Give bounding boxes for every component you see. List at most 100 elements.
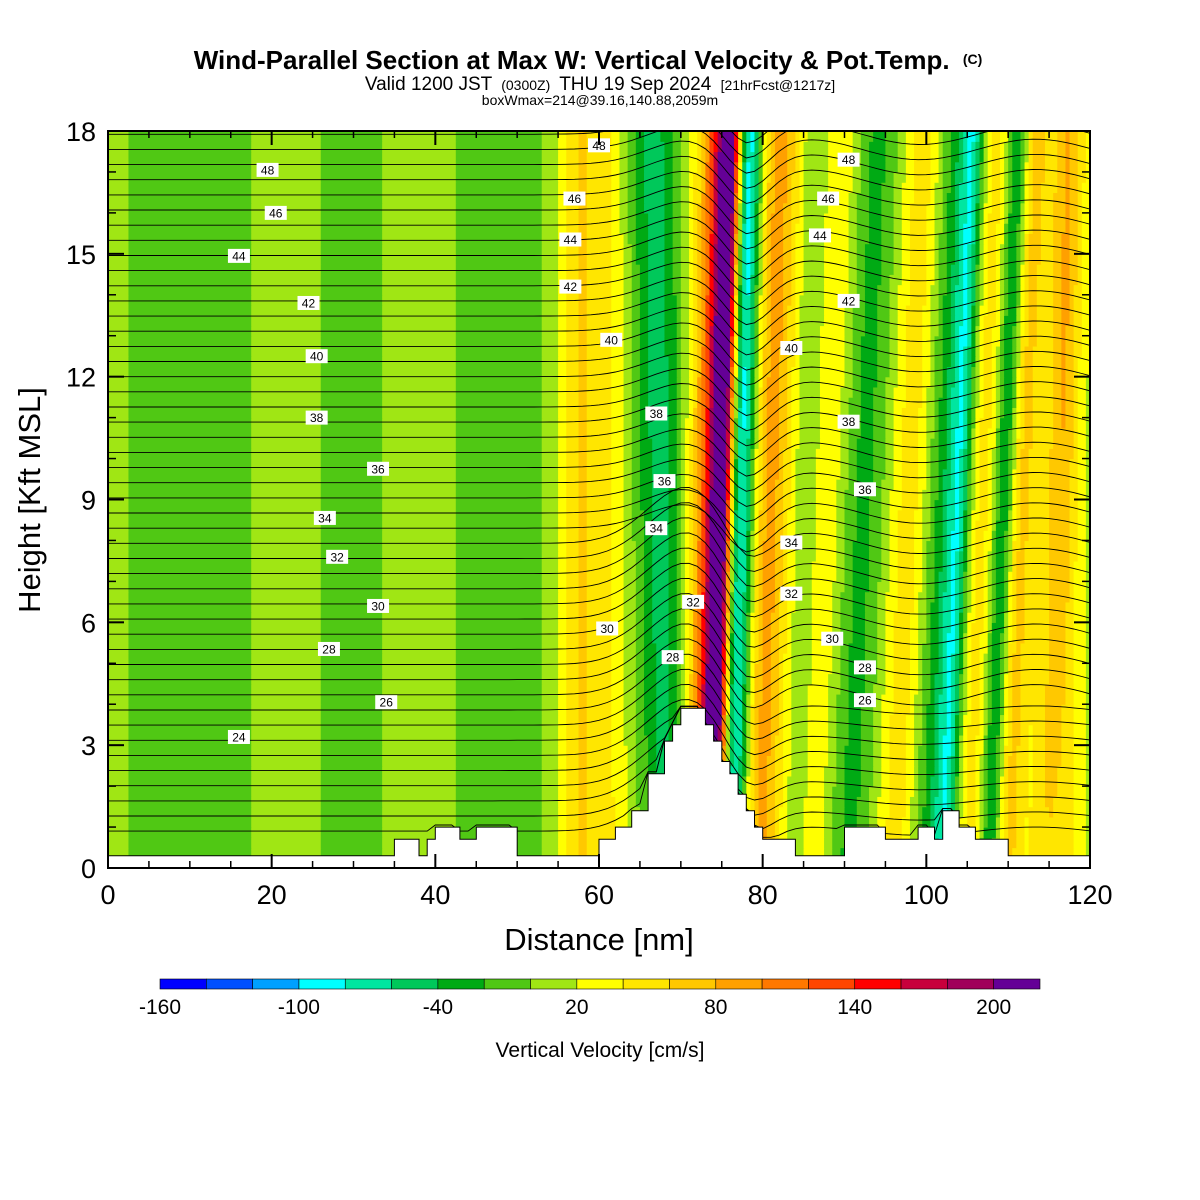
w-cell	[799, 212, 805, 224]
w-cell	[914, 560, 923, 572]
w-cell	[320, 386, 383, 398]
w-cell	[852, 376, 862, 388]
w-cell	[954, 325, 960, 337]
w-cell	[709, 202, 715, 214]
w-cell	[963, 734, 968, 746]
w-cell	[873, 448, 887, 460]
w-cell	[995, 745, 1001, 757]
w-cell	[251, 540, 322, 552]
w-cell	[729, 499, 735, 511]
w-cell	[926, 223, 936, 234]
w-cell	[1081, 233, 1090, 245]
w-cell	[950, 775, 956, 787]
w-cell	[750, 663, 756, 675]
w-cell	[959, 581, 964, 593]
w-cell	[742, 294, 751, 306]
w-cell	[578, 847, 588, 859]
w-cell	[795, 601, 813, 613]
w-cell	[930, 693, 936, 705]
w-cell	[128, 315, 252, 327]
w-cell	[999, 315, 1005, 327]
w-cell	[967, 530, 972, 542]
w-cell	[983, 243, 989, 255]
w-cell	[844, 315, 854, 327]
w-cell	[701, 683, 706, 695]
w-cell	[963, 407, 968, 419]
w-cell	[938, 274, 948, 286]
w-cell	[128, 223, 252, 234]
w-cell	[963, 663, 968, 675]
w-cell	[987, 560, 993, 572]
w-cell	[799, 438, 821, 449]
w-cell	[382, 519, 457, 531]
w-cell	[746, 775, 751, 787]
w-cell	[705, 356, 711, 368]
w-cell	[959, 335, 968, 347]
w-cell	[1020, 693, 1046, 705]
w-cell	[787, 612, 792, 623]
w-cell	[987, 693, 993, 705]
w-cell	[1016, 530, 1022, 542]
w-cell	[697, 673, 702, 685]
w-cell	[108, 601, 130, 613]
w-cell	[979, 468, 989, 480]
w-cell	[909, 673, 919, 685]
w-cell	[754, 366, 760, 378]
w-cell	[566, 356, 580, 368]
w-cell	[693, 622, 698, 634]
w-cell	[995, 806, 1001, 818]
w-cell	[382, 448, 457, 460]
w-cell	[320, 581, 383, 593]
w-cell	[586, 530, 612, 542]
w-cell	[791, 386, 801, 398]
w-cell	[705, 294, 711, 306]
w-cell	[791, 202, 801, 214]
w-cell	[762, 212, 768, 224]
w-cell	[881, 786, 891, 797]
w-cell	[689, 427, 694, 439]
w-cell	[566, 847, 580, 859]
w-cell	[922, 376, 932, 388]
w-cell	[611, 325, 625, 337]
w-cell	[983, 704, 989, 716]
w-cell	[676, 714, 682, 726]
w-cell	[999, 438, 1009, 449]
w-cell	[693, 653, 698, 664]
w-cell	[901, 202, 911, 214]
w-cell	[774, 530, 784, 542]
w-cell	[742, 775, 747, 787]
w-cell	[680, 356, 690, 368]
w-cell	[836, 560, 846, 572]
w-cell	[713, 192, 719, 204]
w-cell	[926, 724, 936, 736]
w-cell	[558, 816, 567, 828]
w-cell	[713, 233, 719, 245]
w-cell	[1024, 192, 1030, 204]
w-cell	[734, 693, 743, 705]
w-cell	[975, 816, 981, 828]
w-cell	[987, 233, 997, 245]
w-cell	[914, 550, 923, 562]
w-cell	[750, 417, 756, 429]
w-cell	[734, 243, 739, 255]
w-cell	[942, 755, 948, 767]
w-cell	[251, 632, 322, 644]
w-cell	[774, 182, 788, 194]
w-cell	[697, 212, 702, 224]
w-cell	[701, 693, 706, 705]
w-cell	[586, 663, 612, 675]
w-cell	[979, 816, 985, 828]
w-cell	[623, 243, 633, 255]
w-cell	[914, 509, 923, 521]
w-cell	[1004, 571, 1009, 582]
w-cell	[954, 786, 960, 797]
w-cell	[758, 397, 764, 408]
w-cell	[635, 253, 649, 265]
w-cell	[693, 366, 698, 378]
w-cell	[652, 591, 670, 603]
w-cell	[762, 601, 776, 613]
w-cell	[995, 468, 1001, 480]
w-cell	[680, 530, 686, 542]
w-cell	[897, 591, 915, 603]
w-cell	[693, 315, 698, 327]
